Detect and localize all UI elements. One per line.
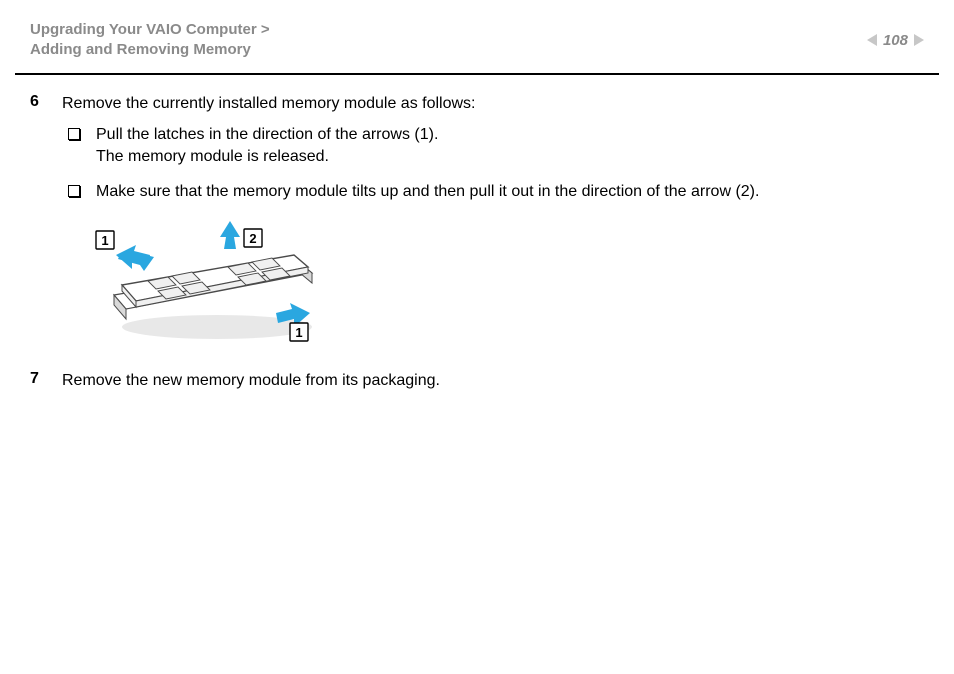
page-header: Upgrading Your VAIO Computer > Adding an… — [0, 0, 954, 73]
diagram-svg: 1 2 1 — [72, 215, 332, 355]
breadcrumb: Upgrading Your VAIO Computer > Adding an… — [30, 20, 270, 61]
step-7: 7 Remove the new memory module from its … — [30, 370, 924, 392]
step-6: 6 Remove the currently installed memory … — [30, 93, 924, 115]
bullet-icon — [68, 185, 80, 197]
sub-text-line2: The memory module is released. — [96, 148, 329, 165]
sub-text-line1: Pull the latches in the direction of the… — [96, 126, 438, 143]
step-text: Remove the currently installed memory mo… — [62, 93, 476, 115]
next-page-icon[interactable] — [914, 34, 924, 46]
svg-text:2: 2 — [249, 231, 256, 246]
step-text: Remove the new memory module from its pa… — [62, 370, 440, 392]
bullet-icon — [68, 128, 80, 140]
page-number: 108 — [883, 32, 908, 49]
sub-text: Make sure that the memory module tilts u… — [96, 181, 759, 203]
svg-text:1: 1 — [295, 325, 302, 340]
breadcrumb-line2: Adding and Removing Memory — [30, 40, 270, 60]
step-6-sublist: Pull the latches in the direction of the… — [68, 124, 924, 203]
memory-module-diagram: 1 2 1 — [72, 215, 924, 360]
step-number: 7 — [30, 370, 44, 388]
sub-text: Pull the latches in the direction of the… — [96, 124, 438, 169]
prev-page-icon[interactable] — [867, 34, 877, 46]
page-nav: 108 — [867, 32, 924, 49]
content-area: 6 Remove the currently installed memory … — [0, 75, 954, 392]
breadcrumb-line1: Upgrading Your VAIO Computer > — [30, 20, 270, 40]
sub-item: Pull the latches in the direction of the… — [68, 124, 924, 169]
svg-text:1: 1 — [101, 233, 108, 248]
sub-item: Make sure that the memory module tilts u… — [68, 181, 924, 203]
step-number: 6 — [30, 93, 44, 111]
